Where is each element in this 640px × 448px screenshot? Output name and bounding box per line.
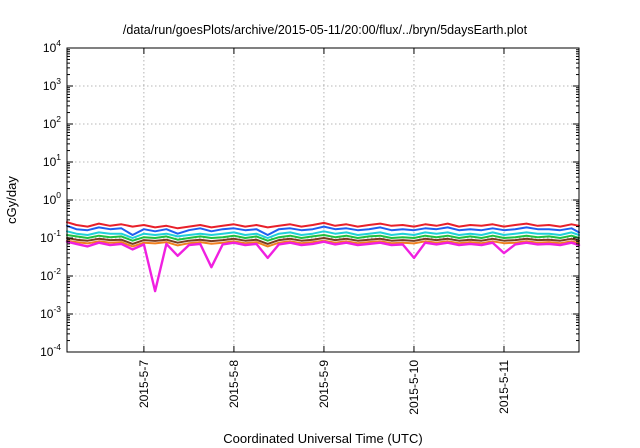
- grid: [67, 48, 579, 352]
- axis-ticks: [67, 47, 579, 353]
- series-line-2: [66, 224, 580, 236]
- x-tick-labels: 2015-5-7 2015-5-8 2015-5-9 2015-5-10 2015-5-…: [137, 360, 511, 415]
- series-line-7: [65, 240, 581, 293]
- y-tick-label: 100: [43, 190, 61, 207]
- x-tick-label: 2015-5-11: [497, 360, 511, 414]
- x-tick-label: 2015-5-7: [137, 360, 151, 408]
- series-line-5: [66, 237, 580, 245]
- x-tick-label: 2015-5-8: [227, 360, 241, 408]
- y-tick-label: 102: [43, 114, 61, 131]
- y-tick-label: 10-2: [40, 266, 61, 283]
- chart-title: /data/run/goesPlots/archive/2015-05-11/2…: [123, 23, 528, 37]
- y-tick-label: 10-1: [40, 228, 61, 245]
- y-tick-label: 104: [43, 38, 61, 55]
- series-group: [65, 221, 581, 293]
- y-tick-label: 10-3: [40, 304, 61, 321]
- x-tick-label: 2015-5-9: [317, 360, 331, 408]
- y-tick-label: 10-4: [40, 342, 61, 359]
- x-axis-label: Coordinated Universal Time (UTC): [223, 431, 422, 446]
- y-axis-label: cGy/day: [4, 176, 19, 224]
- series-line-4: [66, 234, 580, 242]
- y-tick-label: 103: [43, 76, 61, 93]
- series-line-3: [66, 230, 580, 239]
- y-tick-label: 101: [43, 152, 61, 169]
- x-tick-label: 2015-5-10: [407, 360, 421, 415]
- series-line-1: [66, 221, 580, 230]
- y-tick-labels: 10-4 10-3 10-2 10-1 100 101 102 103 104: [40, 38, 61, 359]
